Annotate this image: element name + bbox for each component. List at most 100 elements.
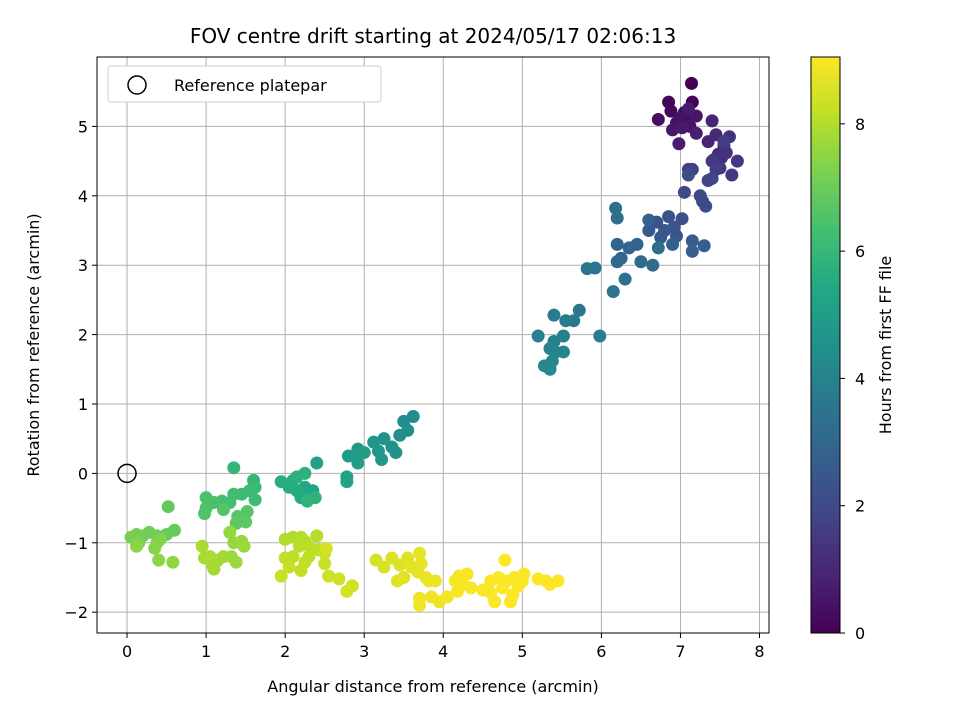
x-tick-label: 6 (596, 642, 606, 661)
data-point (675, 212, 689, 226)
data-point (685, 234, 699, 248)
chart-title: FOV centre drift starting at 2024/05/17 … (190, 24, 676, 48)
data-point (654, 230, 668, 244)
data-point (606, 285, 620, 299)
x-tick-label: 4 (438, 642, 448, 661)
data-point (319, 541, 333, 555)
data-point (282, 560, 296, 574)
data-point (719, 146, 733, 160)
data-point (622, 241, 636, 255)
data-point (543, 362, 557, 376)
data-point (531, 329, 545, 343)
data-point (229, 516, 243, 530)
data-point (414, 557, 428, 571)
data-point (239, 515, 253, 529)
data-point (294, 564, 308, 578)
data-point (148, 541, 162, 555)
data-point (725, 168, 739, 182)
data-point (664, 104, 678, 118)
x-tick-label: 2 (280, 642, 290, 661)
data-point (274, 569, 288, 583)
data-point (413, 598, 427, 612)
data-point (464, 581, 478, 595)
colorbar-tick-label: 8 (855, 115, 865, 134)
data-point (646, 258, 660, 272)
data-point (673, 111, 687, 125)
legend-marker-open-circle (127, 75, 147, 95)
y-tick-label: 5 (78, 117, 88, 136)
data-point (375, 453, 389, 467)
data-point (310, 456, 324, 470)
x-tick-label: 0 (122, 642, 132, 661)
data-point (357, 446, 371, 460)
data-point (697, 239, 711, 253)
data-point (195, 539, 209, 553)
data-point (377, 560, 391, 574)
y-tick-label: −1 (64, 534, 88, 553)
data-point (397, 570, 411, 584)
colorbar-tick-label: 6 (855, 242, 865, 261)
data-point (651, 241, 665, 255)
data-point (274, 475, 288, 489)
data-point (699, 199, 713, 213)
y-tick-label: 3 (78, 256, 88, 275)
data-point (705, 171, 719, 185)
data-point (717, 135, 731, 149)
data-point (681, 168, 695, 182)
data-point (556, 329, 570, 343)
data-point (681, 102, 695, 116)
y-tick-label: 2 (78, 326, 88, 345)
data-point (634, 255, 648, 269)
data-point (161, 500, 175, 514)
data-point (705, 114, 719, 128)
data-point (610, 255, 624, 269)
colorbar-gradient (810, 56, 841, 634)
data-point (662, 210, 676, 224)
data-point (556, 345, 570, 359)
data-point (689, 126, 703, 140)
reference-platepar-marker (117, 463, 137, 484)
data-point (377, 432, 391, 446)
y-tick-label: 4 (78, 187, 88, 206)
data-point (428, 574, 442, 588)
data-point (440, 590, 454, 604)
data-point (685, 76, 699, 90)
data-point (551, 574, 565, 588)
data-point (609, 201, 623, 215)
data-point (517, 567, 531, 581)
data-point (340, 584, 354, 598)
data-point (642, 213, 656, 227)
data-point (248, 493, 262, 507)
x-tick-label: 1 (201, 642, 211, 661)
data-point (237, 539, 251, 553)
data-point (203, 550, 217, 564)
colorbar: 0 2 4 6 8 Hours from first FF file (810, 56, 895, 643)
y-tick-label: −2 (64, 603, 88, 622)
data-point (322, 569, 336, 583)
legend-box (107, 65, 382, 103)
data-point (685, 244, 699, 258)
data-point (207, 562, 221, 576)
data-point (730, 154, 744, 168)
x-axis-label: Angular distance from reference (arcmin) (267, 677, 598, 696)
legend-entry-label: Reference platepar (174, 76, 327, 95)
x-tick-label: 7 (675, 642, 685, 661)
data-point (498, 553, 512, 567)
data-point (152, 553, 166, 567)
data-point (300, 494, 314, 508)
data-point (393, 428, 407, 442)
data-point (199, 491, 213, 505)
data-point (198, 507, 212, 521)
x-tick-label: 8 (754, 642, 764, 661)
data-point (130, 539, 144, 553)
data-point (547, 308, 561, 322)
data-point (389, 446, 403, 460)
data-point (460, 567, 474, 581)
data-point (166, 555, 180, 569)
data-point (488, 595, 502, 609)
data-point (223, 525, 237, 539)
data-point (642, 223, 656, 237)
data-point (610, 237, 624, 251)
colorbar-label: Hours from first FF file (876, 256, 895, 435)
